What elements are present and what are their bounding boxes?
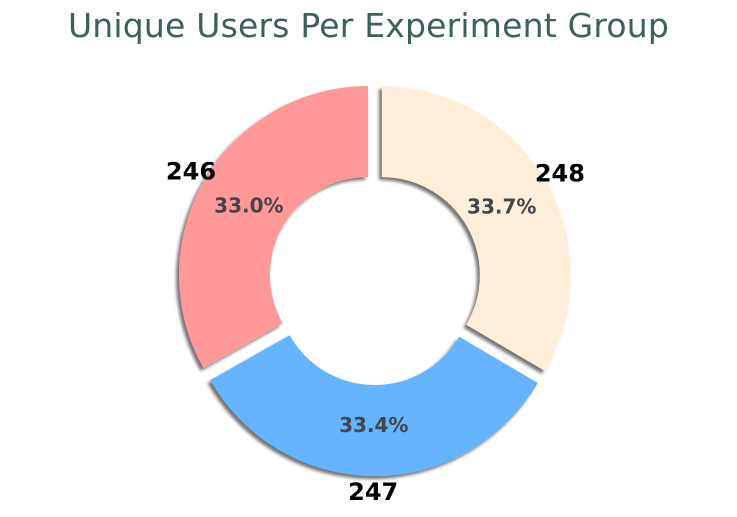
pie-slice-248 (381, 86, 571, 371)
slice-percent-label: 33.7% (467, 195, 536, 219)
slice-percent-label: 33.4% (339, 413, 408, 437)
slice-count-label: 246 (166, 158, 216, 186)
slice-count-label: 248 (535, 159, 585, 187)
pie-slice-246 (179, 85, 369, 369)
labels-layer: 33.0% 246 33.4% 247 33.7% 248 (166, 158, 585, 506)
slices-layer (179, 85, 571, 476)
slice-count-label: 247 (348, 478, 398, 506)
chart-title: Unique Users Per Experiment Group (67, 6, 670, 45)
pie-slice-247 (210, 335, 538, 476)
slice-percent-label: 33.0% (214, 193, 283, 217)
